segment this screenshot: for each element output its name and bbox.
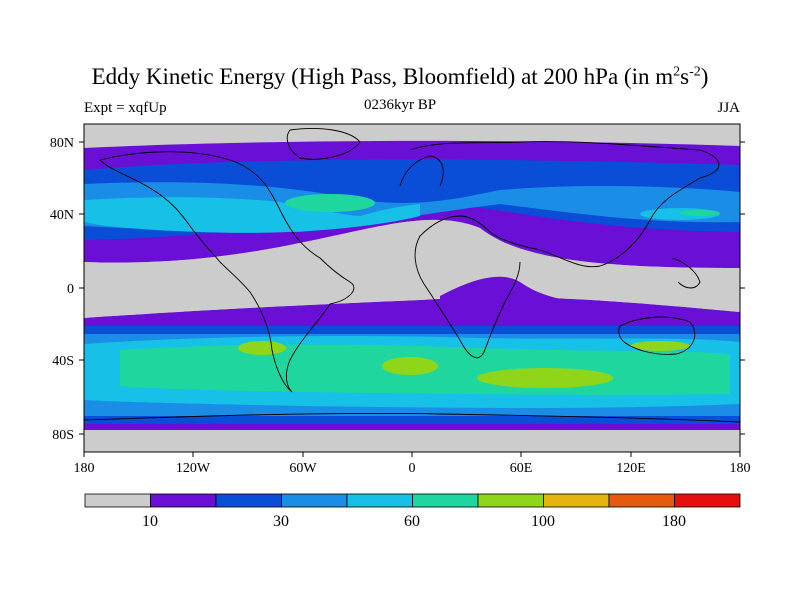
colorbar-swatch	[281, 493, 348, 508]
colorbar-swatch	[84, 493, 151, 508]
lat-label-40n: 40N	[50, 208, 74, 223]
colorbar	[84, 493, 741, 508]
lon-label-60w: 60W	[289, 461, 317, 476]
colorbar-label-30: 30	[273, 513, 289, 530]
map-title: Eddy Kinetic Energy (High Pass, Bloomfie…	[91, 64, 709, 89]
colorbar-swatch	[543, 493, 610, 508]
colorbar-swatch	[477, 493, 544, 508]
lat-label-80s: 80S	[52, 428, 74, 443]
lat-label-0: 0	[67, 282, 74, 297]
lon-label-180w: 180	[74, 461, 95, 476]
lat-label-40s: 40S	[52, 354, 74, 369]
lat-ticks	[79, 141, 745, 457]
colorbar-swatch	[346, 493, 413, 508]
lat-label-80n: 80N	[50, 136, 74, 151]
season-label: JJA	[717, 100, 740, 116]
coastlines	[84, 128, 740, 423]
experiment-label: Expt = xqfUp	[84, 100, 167, 116]
lon-label-180e: 180	[730, 461, 751, 476]
colorbar-swatch	[674, 493, 741, 508]
lon-label-120e: 120E	[616, 461, 646, 476]
lon-label-60e: 60E	[510, 461, 533, 476]
lon-label-0: 0	[409, 461, 416, 476]
lon-label-120w: 120W	[176, 461, 211, 476]
colorbar-swatch	[215, 493, 282, 508]
contour-field	[84, 124, 740, 452]
colorbar-label-10: 10	[142, 513, 158, 530]
colorbar-label-60: 60	[404, 513, 420, 530]
colorbar-label-180: 180	[662, 513, 686, 530]
colorbar-label-100: 100	[531, 513, 555, 530]
colorbar-swatch	[608, 493, 675, 508]
colorbar-swatch	[150, 493, 217, 508]
period-label: 0236kyr BP	[363, 97, 437, 113]
colorbar-swatch	[412, 493, 479, 508]
